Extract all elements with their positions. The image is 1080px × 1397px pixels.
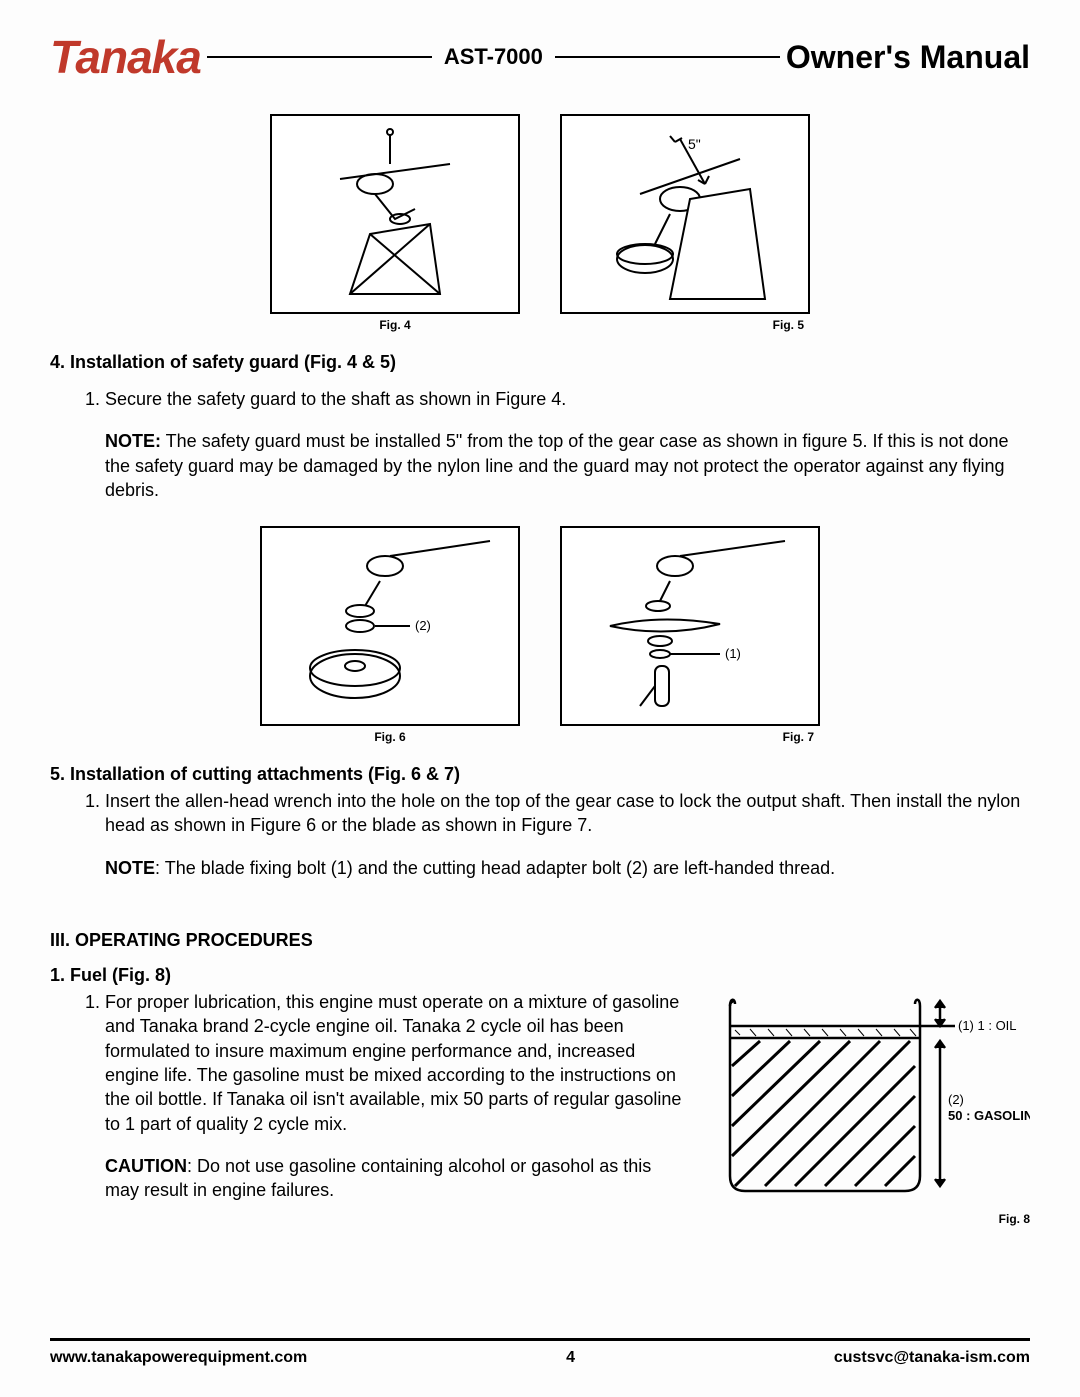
section5-heading: 5. Installation of cutting attachments (… xyxy=(50,764,1030,785)
figures-4-5-row: Fig. 4 5" Fig. 5 xyxy=(50,114,1030,332)
figure-5: 5" Fig. 5 xyxy=(560,114,810,332)
fig7-illustration: (1) xyxy=(570,536,810,716)
svg-text:50 : GASOLINE: 50 : GASOLINE xyxy=(948,1108,1030,1123)
svg-text:(2): (2) xyxy=(948,1092,964,1107)
fig5-illustration: 5" xyxy=(570,124,800,304)
figures-6-7-row: (2) Fig. 6 (1) xyxy=(50,526,1030,744)
fuel-caution: CAUTION: Do not use gasoline containing … xyxy=(105,1154,690,1203)
header-row: Tanaka AST-7000 Owner's Manual xyxy=(50,30,1030,84)
figure-8: (1) 1 : OIL (2) 50 : GASOLINE Fig. 8 xyxy=(710,986,1030,1226)
fig8-illustration: (1) 1 : OIL (2) 50 : GASOLINE xyxy=(710,986,1030,1206)
section4-step1: Secure the safety guard to the shaft as … xyxy=(105,387,1030,502)
section4-heading: 4. Installation of safety guard (Fig. 4 … xyxy=(50,352,1030,373)
doc-title: Owner's Manual xyxy=(786,39,1030,76)
footer-url: www.tanakapowerequipment.com xyxy=(50,1349,307,1367)
figure-4: Fig. 4 xyxy=(270,114,520,332)
operating-heading: III. OPERATING PROCEDURES xyxy=(50,930,1030,951)
section4-note: NOTE: The safety guard must be installed… xyxy=(105,429,1030,502)
fig6-caption: Fig. 6 xyxy=(374,730,405,744)
fig7-caption: Fig. 7 xyxy=(783,730,814,744)
fig5-caption: Fig. 5 xyxy=(773,318,804,332)
fuel-step1: For proper lubrication, this engine must… xyxy=(105,990,690,1202)
fig8-caption: Fig. 8 xyxy=(999,1212,1030,1226)
fig6-illustration: (2) xyxy=(270,536,510,716)
footer-page-number: 4 xyxy=(566,1349,575,1367)
model-number: AST-7000 xyxy=(432,44,555,70)
footer-email: custsvc@tanaka-ism.com xyxy=(834,1349,1030,1367)
brand-logo: Tanaka xyxy=(50,30,201,84)
figure-7: (1) Fig. 7 xyxy=(560,526,820,744)
section4-steps: Secure the safety guard to the shaft as … xyxy=(105,387,1030,502)
fig4-illustration xyxy=(280,124,510,304)
svg-text:5": 5" xyxy=(688,136,701,152)
fuel-section: For proper lubrication, this engine must… xyxy=(50,986,1030,1226)
section5-note: NOTE: The blade fixing bolt (1) and the … xyxy=(105,856,1030,880)
svg-text:(1): (1) xyxy=(725,646,741,661)
figure-6: (2) Fig. 6 xyxy=(260,526,520,744)
section5-steps: Insert the allen-head wrench into the ho… xyxy=(105,789,1030,880)
svg-text:(1) 1 : OIL: (1) 1 : OIL xyxy=(958,1018,1017,1033)
fuel-steps: For proper lubrication, this engine must… xyxy=(105,990,690,1202)
svg-text:(2): (2) xyxy=(415,618,431,633)
section5-step1: Insert the allen-head wrench into the ho… xyxy=(105,789,1030,880)
manual-page: Tanaka AST-7000 Owner's Manual F xyxy=(0,0,1080,1397)
fuel-heading: 1. Fuel (Fig. 8) xyxy=(50,965,1030,986)
page-footer: www.tanakapowerequipment.com 4 custsvc@t… xyxy=(50,1338,1030,1367)
fig4-caption: Fig. 4 xyxy=(379,318,410,332)
